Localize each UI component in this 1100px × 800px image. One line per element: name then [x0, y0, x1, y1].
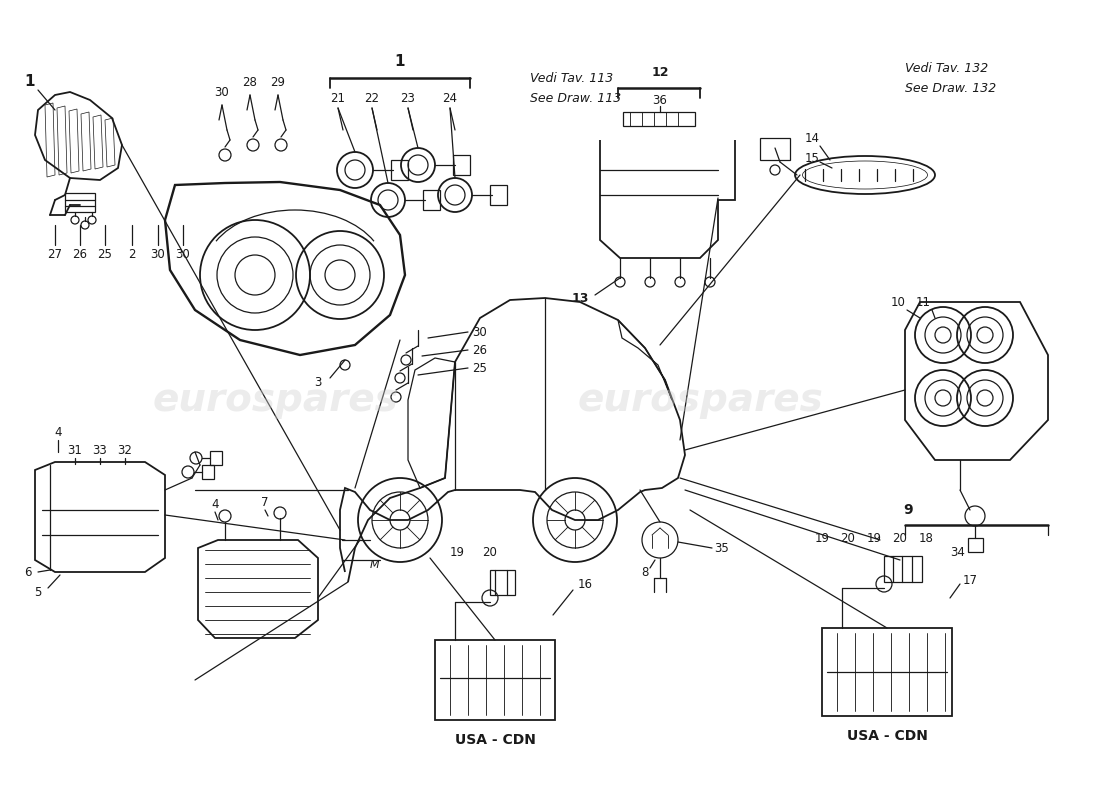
Text: 33: 33	[92, 443, 108, 457]
Text: 6: 6	[24, 566, 32, 578]
Text: 19: 19	[814, 531, 829, 545]
Text: 29: 29	[271, 77, 286, 90]
Text: 23: 23	[400, 91, 416, 105]
Text: 27: 27	[47, 249, 63, 262]
Text: 1: 1	[395, 54, 405, 70]
Text: 30: 30	[151, 249, 165, 262]
Text: M: M	[371, 560, 380, 570]
Text: Vedi Tav. 113: Vedi Tav. 113	[530, 71, 614, 85]
Text: USA - CDN: USA - CDN	[454, 733, 536, 747]
Text: 2: 2	[129, 249, 135, 262]
Text: 10: 10	[891, 295, 905, 309]
Text: 36: 36	[652, 94, 668, 106]
Text: 34: 34	[950, 546, 966, 558]
Text: 7: 7	[262, 495, 268, 509]
Text: 32: 32	[118, 443, 132, 457]
Text: 22: 22	[364, 91, 380, 105]
Text: 20: 20	[483, 546, 497, 558]
Text: 24: 24	[442, 91, 458, 105]
Text: eurospares: eurospares	[152, 381, 398, 419]
Text: 35: 35	[715, 542, 729, 554]
Text: 30: 30	[176, 249, 190, 262]
Text: 14: 14	[804, 131, 820, 145]
Text: 28: 28	[243, 77, 257, 90]
Text: 30: 30	[214, 86, 230, 99]
Text: 13: 13	[571, 291, 588, 305]
Text: 18: 18	[918, 531, 934, 545]
Text: 25: 25	[473, 362, 487, 374]
Text: Vedi Tav. 132: Vedi Tav. 132	[905, 62, 988, 74]
Text: 8: 8	[641, 566, 649, 578]
Text: 16: 16	[578, 578, 593, 591]
Text: 30: 30	[473, 326, 487, 338]
Text: 17: 17	[962, 574, 978, 586]
Text: 4: 4	[211, 498, 219, 511]
Text: 12: 12	[651, 66, 669, 78]
Text: 26: 26	[473, 343, 487, 357]
Text: See Draw. 132: See Draw. 132	[905, 82, 997, 94]
Text: 4: 4	[54, 426, 62, 438]
Text: 5: 5	[34, 586, 42, 598]
Text: eurospares: eurospares	[578, 381, 823, 419]
Text: 9: 9	[903, 503, 913, 517]
Text: 25: 25	[98, 249, 112, 262]
Text: 21: 21	[330, 91, 345, 105]
Text: 1: 1	[24, 74, 35, 90]
Text: 15: 15	[804, 151, 820, 165]
Text: 11: 11	[915, 295, 931, 309]
Text: 31: 31	[67, 443, 82, 457]
Text: 20: 20	[840, 531, 856, 545]
Text: 3: 3	[315, 375, 321, 389]
Text: 19: 19	[450, 546, 464, 558]
Text: USA - CDN: USA - CDN	[847, 729, 927, 743]
Text: See Draw. 113: See Draw. 113	[530, 91, 621, 105]
Text: 19: 19	[867, 531, 881, 545]
Text: 26: 26	[73, 249, 88, 262]
Text: 20: 20	[892, 531, 907, 545]
